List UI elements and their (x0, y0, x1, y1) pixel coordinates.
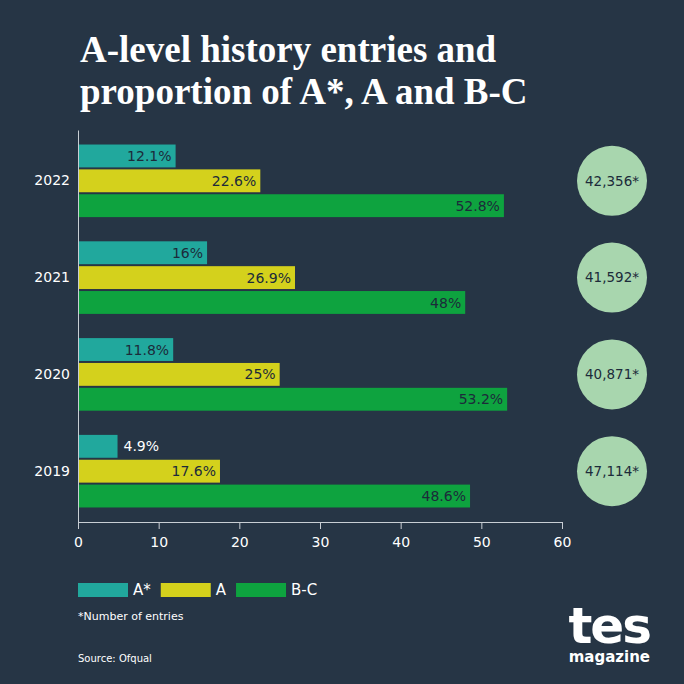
bar (78, 363, 280, 386)
x-tick-mark (401, 522, 402, 529)
y-tick: 2019 (34, 463, 78, 479)
y-axis-line (78, 131, 79, 523)
data-label: 52.8% (455, 198, 499, 214)
legend-label: A (216, 581, 227, 599)
data-label: 22.6% (212, 173, 256, 189)
chart: A-level history entries and proportion o… (0, 0, 684, 684)
title: A-level history entries and proportion o… (80, 29, 528, 112)
y-tick-label: 2019 (34, 463, 70, 479)
y-axis: 2022 2021 2020 2019 (34, 131, 78, 523)
legend-label: B-C (291, 581, 317, 599)
data-label: 11.8% (125, 342, 169, 358)
footnote: *Number of entries (78, 610, 184, 623)
y-tick-label: 2020 (34, 366, 70, 382)
data-labels: 12.1% 16% 11.8% 4.9% 22.6% 26.9% 25% 17.6% 52.8%… (124, 148, 504, 504)
entries-label: 47,114* (585, 463, 639, 479)
data-label: 48% (430, 295, 461, 311)
x-tick-label: 60 (554, 534, 572, 550)
bar (78, 485, 470, 508)
x-tick-label: 40 (392, 534, 410, 550)
data-label: 16% (172, 245, 203, 261)
entries-label: 42,356* (585, 173, 639, 189)
y-tick-label: 2022 (34, 172, 70, 188)
bar (78, 291, 465, 314)
x-tick: 40 (392, 522, 410, 550)
x-tick-label: 30 (312, 534, 330, 550)
y-tick: 2020 (34, 366, 78, 382)
bar (78, 388, 507, 411)
y-tick: 2022 (34, 172, 78, 188)
entries-label: 41,592* (585, 269, 639, 285)
y-tick: 2021 (34, 269, 78, 285)
bar (78, 241, 207, 264)
bar (78, 266, 295, 289)
x-tick: 30 (312, 522, 330, 550)
data-label: 26.9% (247, 270, 291, 286)
entries-badge (577, 243, 647, 313)
x-tick: 60 (554, 522, 572, 550)
data-label: 48.6% (422, 488, 466, 504)
x-tick: 20 (231, 522, 249, 550)
x-axis-line (79, 523, 563, 530)
legend-swatch (78, 583, 128, 597)
legend-swatch (236, 583, 286, 597)
data-label: 17.6% (171, 463, 215, 479)
data-label: 25% (245, 366, 276, 382)
entries: 42,356* 41,592* 40,871* 47,114* (577, 146, 647, 506)
entries-badge (577, 146, 647, 216)
x-tick-mark (78, 522, 79, 529)
brand-subtitle: magazine (569, 648, 650, 666)
bars (78, 145, 507, 508)
y-tick-label: 2021 (34, 269, 70, 285)
data-label: 12.1% (127, 148, 171, 164)
x-tick: 50 (473, 522, 491, 550)
source: Source: Ofqual (78, 653, 152, 664)
entries-badge (577, 436, 647, 506)
bar (78, 145, 176, 168)
x-tick: 0 (74, 522, 83, 550)
x-tick-label: 0 (74, 534, 83, 550)
bar (78, 169, 260, 192)
x-tick-mark (159, 522, 160, 529)
legend-label: A* (133, 581, 151, 599)
bar (78, 194, 504, 217)
x-tick-label: 10 (150, 534, 168, 550)
bar (78, 338, 173, 361)
x-tick: 10 (150, 522, 168, 550)
x-tick-mark (481, 522, 482, 529)
x-tick-mark (562, 522, 563, 529)
legend: A* A B-C (78, 581, 317, 599)
brand: tes (568, 597, 650, 655)
bar (78, 435, 118, 458)
data-label: 53.2% (459, 391, 503, 407)
bar (78, 460, 220, 483)
x-tick-label: 20 (231, 534, 249, 550)
x-tick-mark (320, 522, 321, 529)
data-label: 4.9% (124, 438, 160, 454)
legend-swatch (161, 583, 211, 597)
x-tick-mark (239, 522, 240, 529)
entries-badge (577, 339, 647, 409)
x-axis: 0 10 20 30 40 50 60 (74, 522, 571, 550)
entries-label: 40,871* (585, 366, 639, 382)
x-tick-label: 50 (473, 534, 491, 550)
background (0, 0, 684, 684)
